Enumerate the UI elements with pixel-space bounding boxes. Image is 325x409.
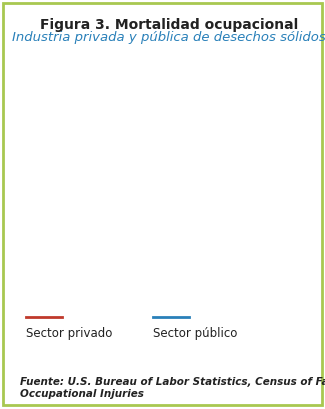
Text: Sector público: Sector público bbox=[153, 326, 237, 339]
Text: Industria privada y pública de desechos sólidos: Industria privada y pública de desechos … bbox=[12, 31, 325, 44]
Text: Fuente: U.S. Bureau of Labor Statistics, Census of Fatal
Occupational Injuries: Fuente: U.S. Bureau of Labor Statistics,… bbox=[20, 376, 325, 398]
Y-axis label: Cifra de muertes: Cifra de muertes bbox=[14, 143, 27, 242]
Text: Figura 3. Mortalidad ocupacional: Figura 3. Mortalidad ocupacional bbox=[40, 18, 298, 32]
Text: Sector privado: Sector privado bbox=[26, 326, 112, 339]
X-axis label: Año: Año bbox=[171, 305, 193, 318]
